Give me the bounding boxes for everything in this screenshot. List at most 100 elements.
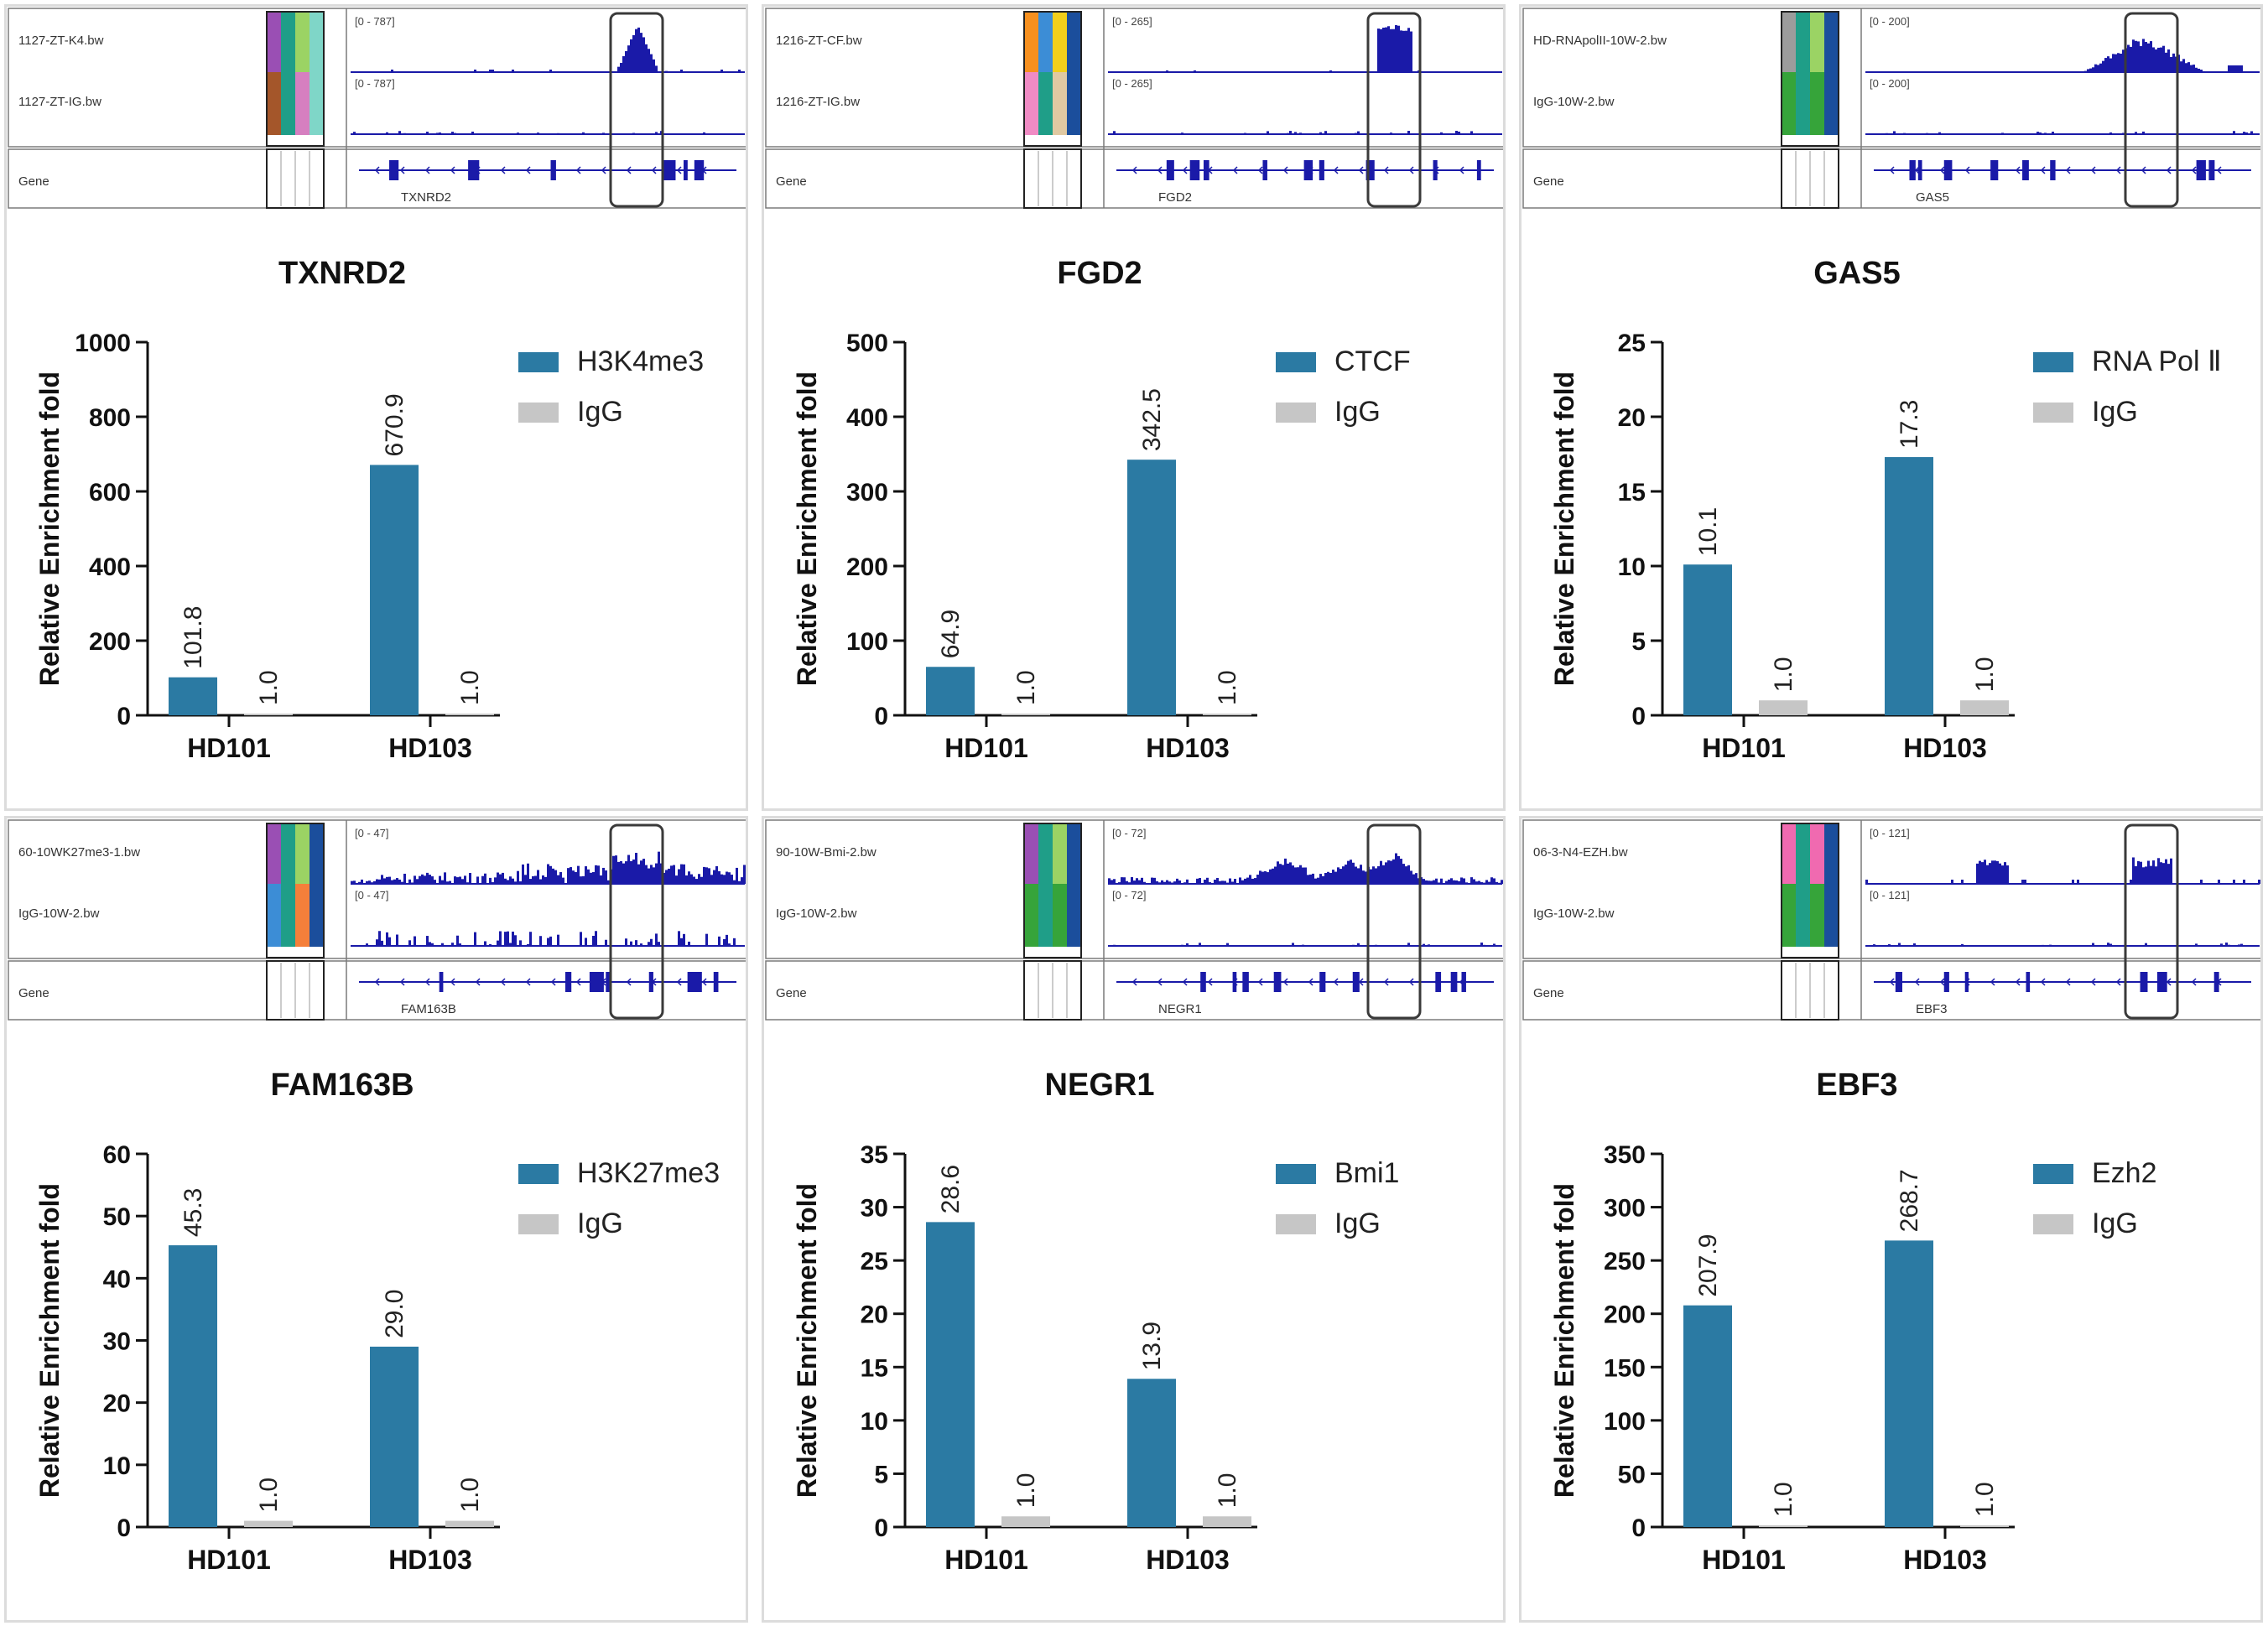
legend-label: CTCF: [1334, 345, 1411, 377]
color-swatch: [1824, 12, 1839, 72]
legend-label: Ezh2: [2092, 1157, 2157, 1189]
color-swatch: [1053, 12, 1067, 72]
x-tick-label: HD103: [388, 733, 472, 763]
igv-browser: 1127-ZT-K4.bw 1127-ZT-IG.bw Gene [0 - 787] […: [8, 8, 746, 209]
chart-section: TXNRD2 Relative Enrichment fold 0 200 400 600…: [7, 216, 746, 808]
bar-igg: [1759, 700, 1808, 715]
color-swatch: [1782, 72, 1796, 135]
data-label: 45.3: [179, 1188, 207, 1237]
signal-track-2: [1865, 131, 2260, 135]
data-label: 10.1: [1694, 507, 1722, 556]
track2-name: IgG-10W-2.bw: [18, 906, 100, 921]
highlight-box: [2124, 12, 2179, 208]
igv-browser: 60-10WK27me3-1.bw IgG-10W-2.bw Gene [0 - 47…: [8, 819, 746, 1021]
data-label: 64.9: [937, 610, 965, 658]
y-tick-label: 500: [846, 330, 888, 357]
gene-track-label: Gene: [1533, 986, 1564, 1000]
color-swatch: [281, 823, 295, 884]
color-swatch: [1053, 72, 1067, 135]
track1-name: 1216-ZT-CF.bw: [776, 34, 862, 48]
track1-range: [0 - 121]: [1870, 827, 1910, 839]
gene-track-label: Gene: [1533, 174, 1564, 189]
color-swatch: [295, 12, 310, 72]
igv-browser: HD-RNApolII-10W-2.bw IgG-10W-2.bw Gene [0 -…: [1522, 8, 2260, 209]
data-label: 13.9: [1138, 1322, 1166, 1370]
igv-section: 60-10WK27me3-1.bw IgG-10W-2.bw Gene [0 - 47…: [7, 818, 746, 1028]
y-tick-label: 40: [103, 1265, 131, 1293]
legend-label: H3K27me3: [577, 1157, 720, 1189]
color-swatch: [267, 72, 281, 135]
bar-igg: [1001, 714, 1050, 715]
color-swatch: [281, 12, 295, 72]
y-tick-label: 30: [103, 1328, 131, 1356]
color-swatch: [295, 884, 310, 947]
gene-track-label: Gene: [18, 986, 49, 1000]
legend-label: IgG: [577, 1208, 623, 1239]
chart-title: GAS5: [1813, 256, 1900, 291]
color-swatch: [1796, 12, 1810, 72]
bar-primary: [1127, 1379, 1176, 1527]
igv-section: 90-10W-Bmi-2.bw IgG-10W-2.bw Gene [0 - 72] […: [764, 818, 1503, 1028]
legend-swatch: [1276, 1164, 1316, 1184]
legend-swatch: [1276, 352, 1316, 372]
bar-igg: [1960, 700, 2009, 715]
y-tick-label: 300: [1604, 1195, 1646, 1223]
data-label: 1.0: [1012, 670, 1040, 705]
bar-chart: FAM163B Relative Enrichment fold 0 10 20 30 40…: [34, 1067, 720, 1575]
gene-name: TXNRD2: [401, 190, 451, 205]
figure-panel-1: 1127-ZT-K4.bw 1127-ZT-IG.bw Gene [0 - 787] […: [4, 4, 748, 811]
y-tick-label: 100: [1604, 1408, 1646, 1436]
signal-track-2: [1865, 943, 2260, 947]
y-tick-label: 800: [89, 404, 131, 432]
data-label: 1.0: [456, 670, 484, 705]
signal-track-2: [1108, 943, 1502, 947]
figure-panel-3: HD-RNApolII-10W-2.bw IgG-10W-2.bw Gene [0 -…: [1519, 4, 2263, 811]
y-tick-label: 0: [1631, 1514, 1646, 1542]
y-tick-label: 25: [861, 1248, 888, 1275]
color-swatch: [310, 12, 324, 72]
y-tick-label: 10: [103, 1452, 131, 1480]
y-tick-label: 1000: [75, 330, 131, 357]
track2-name: IgG-10W-2.bw: [1533, 95, 1615, 109]
y-tick-label: 300: [846, 479, 888, 506]
figure-panel-5: 90-10W-Bmi-2.bw IgG-10W-2.bw Gene [0 - 72] […: [762, 816, 1506, 1623]
signal-track-1: [1865, 857, 2260, 885]
color-swatch: [1038, 72, 1053, 135]
color-swatch: [1024, 72, 1038, 135]
data-label: 1.0: [456, 1478, 484, 1513]
x-tick-label: HD101: [944, 1545, 1028, 1575]
figure-panel-2: 1216-ZT-CF.bw 1216-ZT-IG.bw Gene [0 - 265] […: [762, 4, 1506, 811]
gene-model: [1874, 160, 2251, 180]
data-label: 1.0: [1971, 1482, 1999, 1517]
y-tick-label: 400: [846, 404, 888, 432]
igv-browser: 06-3-N4-EZH.bw IgG-10W-2.bw Gene [0 - 121] […: [1522, 819, 2260, 1021]
track1-name: 06-3-N4-EZH.bw: [1533, 845, 1628, 860]
gene-name: NEGR1: [1158, 1002, 1202, 1016]
bar-igg: [1203, 1516, 1251, 1527]
color-swatch: [1782, 12, 1796, 72]
figure-panel-4: 60-10WK27me3-1.bw IgG-10W-2.bw Gene [0 - 47…: [4, 816, 748, 1623]
gene-model: [359, 972, 736, 992]
highlight-box: [609, 12, 664, 208]
data-label: 29.0: [381, 1290, 408, 1338]
data-label: 207.9: [1694, 1234, 1722, 1297]
bar-igg: [445, 1520, 494, 1527]
figure-panel-6: 06-3-N4-EZH.bw IgG-10W-2.bw Gene [0 - 121] […: [1519, 816, 2263, 1623]
track1-range: [0 - 265]: [1112, 15, 1152, 28]
color-swatch: [281, 884, 295, 947]
track1-range: [0 - 72]: [1112, 827, 1146, 839]
color-swatch: [267, 884, 281, 947]
signal-track-1: [1865, 39, 2260, 73]
color-swatch: [1038, 884, 1053, 947]
color-swatch: [295, 823, 310, 884]
track1-range: [0 - 200]: [1870, 15, 1910, 28]
highlight-box: [2124, 823, 2179, 1020]
bar-igg: [1001, 1516, 1050, 1527]
legend-swatch: [1276, 403, 1316, 423]
y-tick-label: 10: [1618, 553, 1646, 581]
bar-primary: [370, 1346, 419, 1527]
color-swatch: [1796, 72, 1810, 135]
data-label: 670.9: [381, 393, 408, 456]
x-tick-label: HD101: [187, 1545, 271, 1575]
color-swatch: [310, 72, 324, 135]
